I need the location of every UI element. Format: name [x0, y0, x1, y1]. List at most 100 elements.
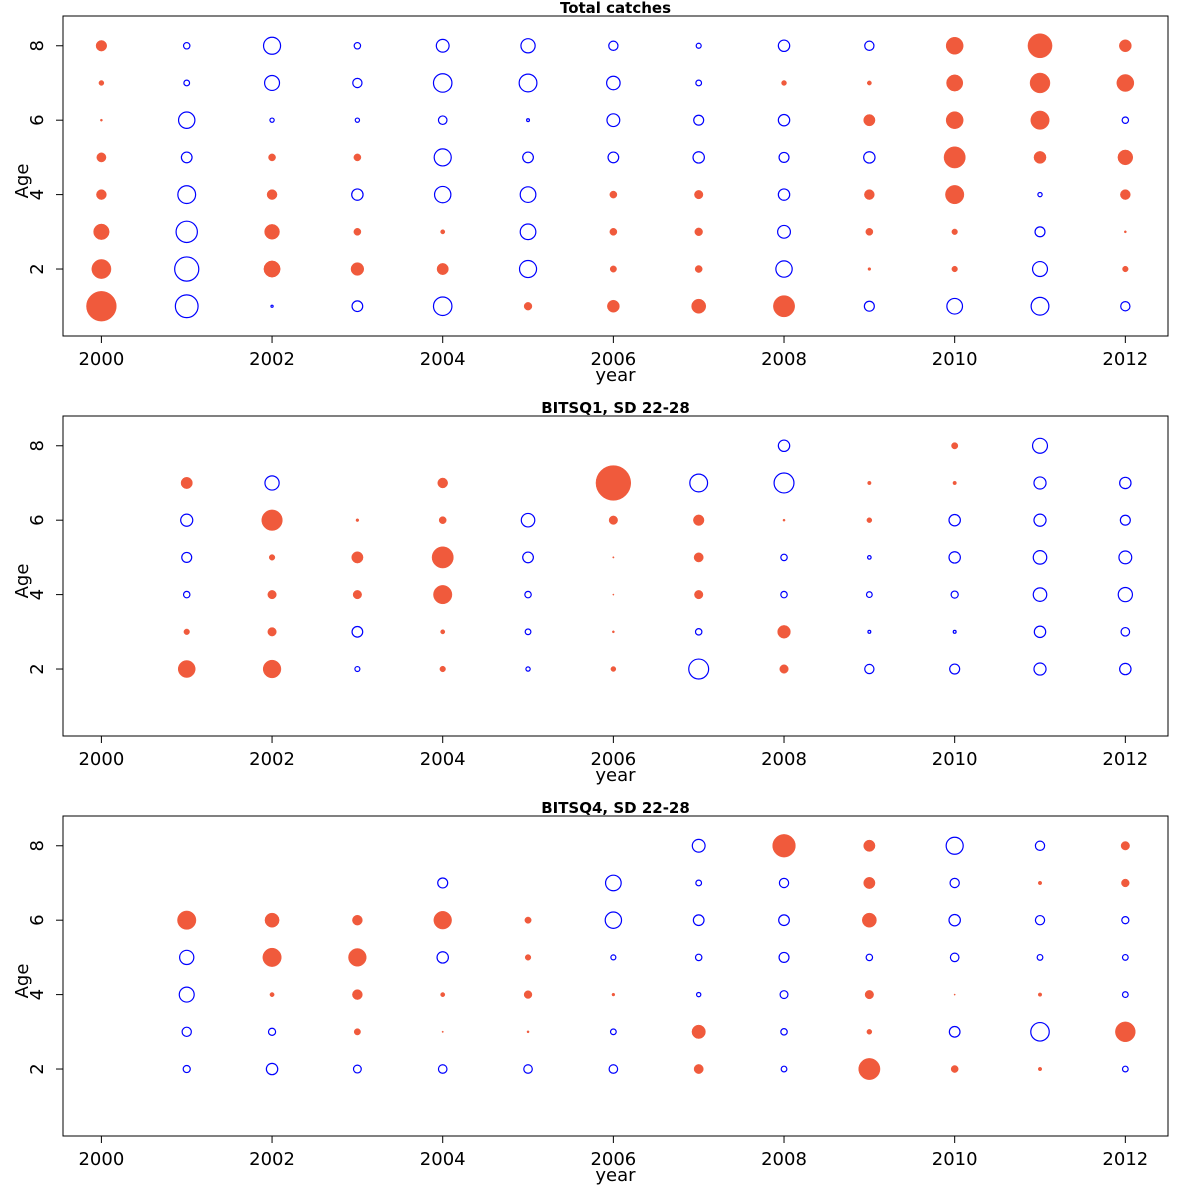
bubble-negative [432, 73, 453, 93]
bubble-positive [524, 916, 532, 924]
bubble-negative [1034, 914, 1046, 926]
bubble-positive [945, 36, 964, 55]
bubble-negative [949, 952, 960, 963]
y-axis-label: Age [12, 964, 33, 999]
bubble-positive [351, 551, 364, 564]
bubble-positive [694, 590, 704, 600]
bubble-positive [1037, 880, 1043, 886]
x-tick-label: 2006 [590, 749, 636, 770]
bubble-negative [775, 260, 793, 278]
bubble-positive [1027, 33, 1053, 59]
bubble-negative [866, 555, 872, 560]
bubble-negative [1121, 991, 1129, 999]
y-tick-label: 4 [27, 589, 48, 600]
bubble-negative [177, 185, 197, 205]
x-tick-label: 2004 [420, 1149, 466, 1170]
bubble-negative [525, 666, 531, 672]
bubble-negative [435, 38, 450, 53]
plot-frame [62, 415, 1169, 737]
bubble-positive [693, 514, 705, 526]
x-tick-label: 2006 [590, 349, 636, 370]
x-tick-label: 2002 [249, 749, 295, 770]
bubble-positive [439, 665, 446, 673]
bubble-positive [952, 480, 957, 486]
bubble-positive [867, 480, 872, 486]
bubble-positive [352, 989, 363, 1000]
bubble-negative [1030, 296, 1050, 316]
y-tick-label: 8 [27, 840, 48, 851]
x-tick-label: 2012 [1102, 349, 1148, 370]
bubble-negative [865, 591, 873, 599]
x-tick-label: 2004 [420, 349, 466, 370]
y-tick-label: 2 [27, 1063, 48, 1074]
bubble-positive [694, 227, 703, 236]
bubble-negative [777, 224, 792, 239]
bubble-positive [353, 153, 362, 162]
bubble-negative [949, 877, 960, 889]
bubble-negative [353, 41, 362, 50]
bubble-positive [864, 990, 874, 1000]
bubble-positive [1122, 265, 1129, 273]
bubble-positive [1037, 992, 1043, 997]
bubble-positive [862, 912, 877, 928]
bubble-negative [1033, 662, 1047, 676]
bubble-positive [612, 630, 615, 634]
bubble-negative [352, 77, 363, 89]
bubble-positive [773, 295, 795, 318]
bubble-negative [432, 296, 453, 317]
bubble-positive [262, 947, 282, 967]
bubble-negative [778, 914, 790, 927]
bubble-negative [1034, 840, 1046, 851]
bubble-positive [1117, 149, 1134, 166]
bubble-positive [781, 80, 787, 86]
bubble-negative [778, 951, 790, 963]
bubble-negative [1121, 953, 1129, 961]
bubble-negative [174, 294, 199, 319]
bubble-positive [524, 954, 532, 961]
bubble-positive [611, 992, 616, 997]
bubble-positive [180, 477, 193, 489]
bubble-negative [522, 551, 534, 564]
bubble-positive [526, 1030, 530, 1034]
bubble-positive [433, 585, 453, 605]
bubble-negative [1031, 260, 1049, 278]
bubble-positive [610, 666, 617, 672]
bubble-negative [1030, 1021, 1050, 1042]
bubble-negative [180, 513, 194, 527]
bubble-positive [863, 877, 876, 889]
y-tick-label: 2 [27, 663, 48, 674]
bubble-positive [863, 114, 876, 127]
bubble-negative [777, 188, 791, 201]
x-tick-label: 2000 [78, 349, 124, 370]
bubble-positive [268, 554, 276, 561]
bubble-negative [182, 590, 191, 599]
bubble-negative [436, 951, 449, 964]
bubble-positive [772, 834, 796, 858]
x-tick-label: 2004 [420, 749, 466, 770]
bubble-negative [689, 473, 709, 493]
bubble-positive [1037, 1066, 1043, 1072]
bubble-negative [946, 297, 964, 315]
bubble-positive [262, 659, 282, 679]
bubble-positive [100, 118, 103, 122]
bubble-positive [864, 189, 875, 200]
bubble-negative [694, 953, 703, 962]
bubble-positive [355, 518, 360, 522]
bubble-negative [609, 1028, 617, 1036]
bubble-negative [604, 874, 622, 892]
bubble-negative [948, 551, 961, 564]
bubble-positive [943, 146, 966, 169]
bubble-positive [1124, 230, 1127, 234]
bubble-negative [433, 148, 452, 167]
bubble-positive [1120, 189, 1131, 200]
bubble-negative [779, 990, 789, 1000]
bubble-positive [691, 298, 707, 314]
y-tick-label: 6 [27, 114, 48, 125]
x-tick-label: 2010 [932, 749, 978, 770]
bubble-positive [1033, 151, 1047, 164]
bubble-positive [866, 517, 873, 523]
bubble-negative [526, 118, 531, 123]
bubble-positive [438, 516, 447, 524]
bubble-negative [1120, 301, 1131, 312]
